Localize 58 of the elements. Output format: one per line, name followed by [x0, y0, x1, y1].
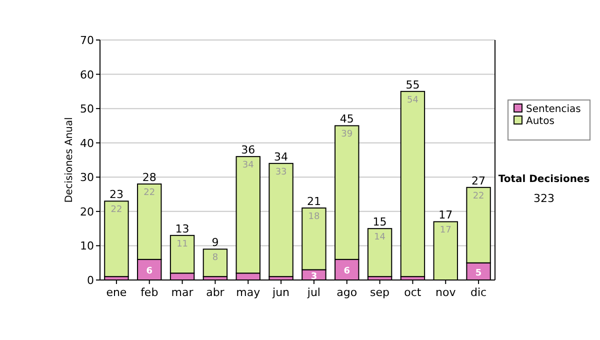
y-tick-label: 20 — [80, 205, 94, 218]
x-tick-label: ago — [336, 286, 358, 299]
data-label: 8 — [212, 253, 218, 264]
bar — [400, 90, 426, 278]
y-axis-title: Decisiones Anual — [64, 117, 75, 203]
data-label: 22 — [144, 188, 156, 198]
total-label: 23 — [109, 188, 124, 202]
data-label: 11 — [176, 239, 188, 250]
total-label: 34 — [274, 150, 288, 164]
data-label: 18 — [308, 212, 320, 222]
x-tick-label: jun — [272, 286, 290, 299]
x-tick-label: may — [236, 286, 261, 299]
y-tick-label: 50 — [80, 102, 94, 116]
total-label: 21 — [306, 195, 321, 208]
data-label: 14 — [374, 232, 386, 243]
data-label: 6 — [146, 266, 153, 277]
data-label: 54 — [406, 95, 419, 106]
bar — [367, 228, 392, 278]
x-tick-label: oct — [404, 286, 422, 299]
y-tick-label: 0 — [87, 274, 94, 287]
data-label: 22 — [110, 205, 122, 216]
y-tick-label: 10 — [80, 240, 94, 253]
total-label: 36 — [241, 144, 256, 157]
data-label: 6 — [344, 266, 350, 277]
x-tick-label: jul — [306, 286, 321, 299]
text: 323 — [534, 192, 554, 205]
data-label: 22 — [472, 191, 484, 202]
data-label: 3 — [310, 272, 318, 282]
text: Total Decisiones — [498, 174, 590, 185]
x-tick-label: ene — [106, 286, 127, 299]
total-label: 55 — [406, 78, 420, 92]
data-label: 39 — [341, 130, 353, 140]
total-label: 15 — [372, 216, 387, 229]
data-label: 17 — [440, 226, 452, 236]
total-label: 9 — [212, 236, 219, 250]
y-tick-label: 60 — [80, 68, 94, 82]
total-label: 13 — [175, 222, 190, 236]
total-label: 45 — [340, 112, 354, 126]
x-tick-label: feb — [140, 286, 158, 299]
data-label: 5 — [475, 268, 482, 278]
data-label: 34 — [242, 160, 254, 171]
bar — [104, 200, 129, 278]
x-tick-label: mar — [171, 286, 194, 299]
x-tick-label: dic — [470, 286, 487, 299]
total-label: 17 — [438, 208, 453, 222]
total-label: 27 — [472, 174, 486, 188]
legend-label: Sentencias — [526, 104, 581, 115]
x-tick-label: nov — [436, 286, 456, 299]
x-tick-label: sep — [370, 286, 390, 299]
y-tick-label: 40 — [80, 136, 94, 150]
total-label: 28 — [142, 171, 156, 184]
y-tick-label: 30 — [80, 171, 94, 184]
bar — [268, 162, 294, 278]
bar — [202, 248, 228, 278]
data-label: 33 — [275, 167, 287, 178]
y-tick-label: 70 — [80, 34, 94, 47]
x-tick-label: abr — [206, 286, 225, 299]
legend-label: Autos — [526, 116, 554, 127]
